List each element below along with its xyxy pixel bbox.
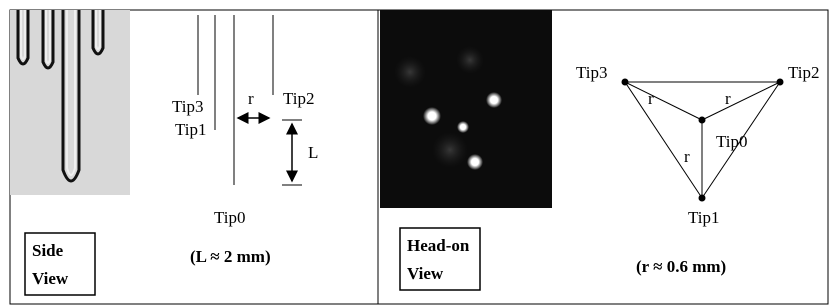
label: Tip0	[214, 208, 246, 227]
figure: Tip3 r Tip2 Tip1 L Tip0 (L ≈ 2 mm) Side …	[0, 0, 832, 308]
label: L	[308, 143, 318, 162]
label: r	[725, 89, 731, 108]
label: r	[648, 89, 654, 108]
label: Tip2	[283, 89, 315, 108]
caption: (r ≈ 0.6 mm)	[636, 257, 726, 276]
label: Tip1	[688, 208, 720, 227]
head-on-photo	[380, 10, 552, 208]
box-label: Side	[32, 241, 64, 260]
label: Tip3	[172, 97, 204, 116]
caption: (L ≈ 2 mm)	[190, 247, 271, 266]
label: Tip3	[576, 63, 608, 82]
label: Tip1	[175, 120, 207, 139]
label: Tip2	[788, 63, 820, 82]
box-label: View	[407, 264, 444, 283]
label: r	[684, 147, 690, 166]
label: Tip0	[716, 132, 748, 151]
box-label: View	[32, 269, 69, 288]
label: r	[248, 89, 254, 108]
side-photo	[10, 10, 130, 195]
box-label: Head-on	[407, 236, 470, 255]
